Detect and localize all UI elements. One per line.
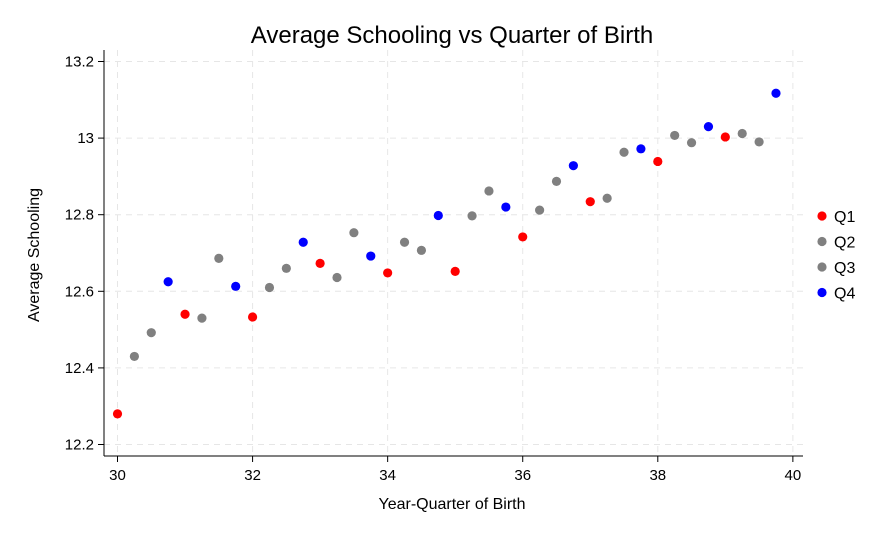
legend-label-q3: Q3 [834,260,855,277]
legend-label-q2: Q2 [834,235,855,252]
axes: 30 32 34 36 38 40 12.2 12.4 12.6 12.8 13 13.2 [65,50,803,484]
data-point-q4 [636,144,646,154]
data-point-q2 [535,205,545,215]
x-tick-label: 34 [379,467,396,484]
data-point-q3 [349,228,359,238]
y-tick-label: 13 [77,130,94,147]
data-point-q3 [754,137,764,147]
data-point-q2 [737,128,747,139]
data-point-q4 [501,202,511,212]
data-point-q1 [180,309,190,319]
data-point-q2 [602,193,612,203]
data-point-q1 [112,409,123,419]
data-point-q3 [214,253,224,263]
y-tick-label: 13.2 [65,53,94,70]
data-point-q3 [484,186,494,196]
legend-label-q1: Q1 [834,209,855,226]
data-point-q3 [551,176,562,186]
data-point-q4 [231,281,241,291]
data-point-q3 [146,328,156,338]
legend-marker-q2 [817,236,827,247]
data-point-q1 [585,197,595,207]
data-point-q3 [281,263,291,273]
data-point-q1 [518,232,528,242]
x-tick-label: 30 [109,467,126,484]
y-tick-label: 12.6 [65,283,94,300]
data-point-q1 [450,266,460,276]
legend-marker-q1 [817,211,827,221]
data-point-q4 [771,88,781,98]
data-point-q2 [264,282,275,293]
legend-label-q4: Q4 [834,286,855,303]
x-tick-label: 40 [785,467,802,484]
x-tick-label: 32 [244,467,261,484]
data-point-q2 [467,211,477,221]
legend: Q1 Q2 Q3 Q4 [817,209,855,303]
legend-marker-q4 [817,287,827,298]
data-points [112,88,781,419]
data-point-q2 [197,313,207,323]
y-tick-label: 12.4 [65,360,94,377]
data-point-q4 [366,251,376,261]
data-point-q3 [416,245,427,255]
data-point-q2 [670,130,680,141]
y-tick-label: 12.2 [65,437,94,454]
data-point-q4 [433,210,443,221]
data-point-q4 [163,277,173,287]
data-point-q1 [720,132,730,142]
grid [104,50,803,456]
data-point-q1 [653,156,663,167]
data-point-q1 [315,258,325,268]
data-point-q2 [399,237,410,247]
legend-marker-q3 [817,262,827,272]
data-point-q2 [129,351,139,362]
x-tick-label: 38 [649,467,666,484]
data-point-q4 [298,237,308,247]
chart-title: Average Schooling vs Quarter of Birth [251,22,653,49]
x-tick-label: 36 [514,467,531,484]
data-point-q2 [332,272,342,283]
data-point-q1 [247,312,258,322]
data-point-q4 [568,161,578,171]
x-axis-label: Year-Quarter of Birth [378,496,525,513]
data-point-q1 [383,268,393,278]
data-point-q3 [619,147,629,157]
y-axis-label: Average Schooling [26,188,43,322]
data-point-q4 [703,122,714,132]
y-tick-label: 12.8 [65,207,94,224]
data-point-q3 [686,138,697,148]
